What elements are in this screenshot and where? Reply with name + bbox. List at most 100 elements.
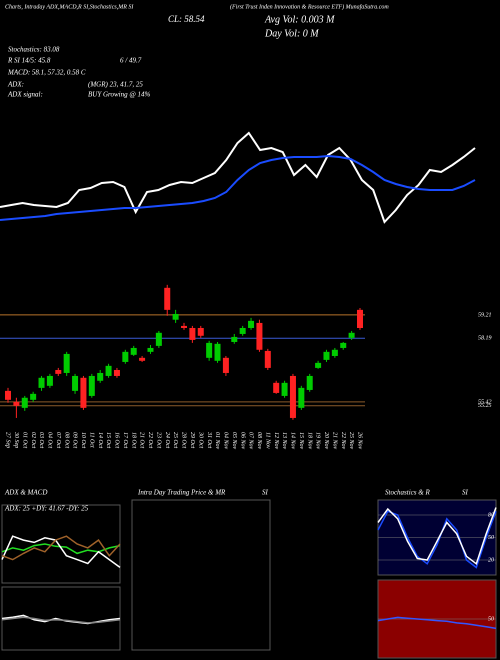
x-tick-label: 26 Nov	[357, 432, 363, 450]
x-tick-label: 28 Oct	[181, 432, 187, 448]
candle-body	[281, 382, 288, 396]
series-line	[377, 616, 497, 630]
series-line	[1, 535, 121, 561]
x-tick-label: 18 Oct	[130, 432, 136, 448]
y-tick-label: 50	[488, 616, 494, 622]
x-tick-label: 20 Nov	[323, 432, 329, 450]
x-tick-label: 07 Oct	[55, 432, 61, 448]
x-tick-label: 14 Oct	[97, 432, 104, 448]
candle-body	[88, 375, 95, 396]
panel-title: SI	[262, 489, 269, 497]
header-text: Stochastics: 83.08	[8, 46, 60, 54]
candle-body	[113, 369, 120, 376]
x-tick-label: 11 Oct	[88, 432, 94, 448]
x-tick-label: 27 Sep	[5, 432, 11, 448]
panel	[131, 499, 271, 651]
x-tick-label: 25 Oct	[172, 432, 178, 448]
series-line	[0, 154, 476, 221]
candle-body	[130, 347, 137, 355]
header-text: MACD: 58.1, 57.32, 0.58 C	[7, 69, 86, 77]
candle-body	[197, 327, 204, 336]
header-text: (MGR) 23, 41.7, 25	[88, 81, 143, 89]
panel-title: Stochastics & R	[385, 489, 430, 497]
candle-body	[348, 332, 355, 338]
candle-body	[231, 336, 238, 342]
candle-body	[80, 377, 87, 408]
header-text: 6 / 49.7	[120, 57, 142, 65]
header-text: Day Vol: 0 M	[264, 28, 319, 39]
candle-body	[30, 393, 37, 400]
candle-body	[357, 309, 363, 328]
x-tick-label: 07 Nov	[248, 432, 254, 450]
x-tick-label: 15 Nov	[298, 432, 304, 450]
header-text: BUY Growing @ 14%	[88, 91, 151, 99]
x-tick-label: 13 Nov	[281, 432, 287, 450]
x-tick-label: 30 Oct	[197, 431, 203, 448]
x-tick-label: 24 Oct	[164, 432, 171, 448]
x-tick-label: 06 Nov	[239, 432, 245, 450]
candle-body	[139, 357, 146, 361]
x-tick-label: 01 Nov	[214, 432, 220, 450]
candle-body	[273, 382, 280, 393]
y-tick-label: 20	[488, 557, 494, 563]
x-tick-label: 11 Nov	[264, 432, 270, 449]
candle-body	[331, 349, 338, 356]
header-text: Charts, Intraday ADX,MACD,R SI,Stochasti…	[5, 4, 134, 10]
panel-title: SI	[462, 489, 469, 497]
candle-body	[248, 320, 255, 328]
x-tick-label: 23 Oct	[155, 432, 161, 448]
panel-subtitle: ADX: 25 +DY: 41.67 -DY: 25	[4, 505, 89, 513]
y-tick-label: 50	[488, 535, 494, 541]
candle-body	[13, 401, 20, 406]
x-tick-label: 22 Oct	[147, 432, 153, 448]
candle-body	[181, 325, 187, 328]
candle-body	[323, 351, 330, 360]
series-line	[377, 510, 497, 569]
header-text: ADX:	[7, 81, 24, 89]
candle-body	[289, 375, 296, 418]
candle-body	[256, 322, 263, 350]
x-tick-label: 05 Nov	[231, 432, 237, 450]
candle-body	[147, 347, 154, 352]
candle-body	[38, 377, 45, 388]
x-tick-label: 25 Nov	[348, 432, 354, 450]
candle-body	[63, 353, 70, 373]
series-line	[1, 535, 121, 569]
x-tick-label: 19 Nov	[315, 432, 321, 450]
series-line	[377, 507, 497, 566]
y-tick-label: 80	[488, 512, 494, 518]
level-label: 55.25	[478, 403, 492, 409]
header-text: R SI 14/5: 45.8	[7, 57, 51, 65]
candle-body	[340, 342, 347, 348]
series-line	[0, 131, 476, 224]
candle-body	[72, 375, 79, 391]
candle-body	[97, 372, 104, 381]
x-tick-label: 21 Oct	[139, 432, 145, 448]
x-tick-label: 29 Oct	[189, 432, 195, 448]
x-tick-label: 17 Oct	[122, 432, 128, 448]
panel	[1, 586, 121, 651]
x-tick-label: 18 Nov	[306, 432, 312, 450]
candle-body	[5, 390, 11, 400]
candle-body	[264, 350, 271, 368]
x-tick-label: 30 Sep	[13, 431, 19, 448]
panel	[1, 504, 121, 584]
header-text: CL: 58.54	[168, 14, 205, 24]
panel-title: Intra Day Trading Price & MR	[137, 489, 226, 497]
candle-body	[222, 357, 229, 373]
candle-body	[55, 369, 62, 374]
candle-body	[155, 332, 162, 346]
x-tick-label: 09 Oct	[72, 432, 78, 448]
series-line	[1, 616, 121, 624]
header-text: Avg Vol: 0.003 M	[264, 14, 335, 25]
x-tick-label: 15 Oct	[105, 432, 111, 448]
x-tick-label: 04 Nov	[223, 432, 230, 450]
candle-body	[239, 327, 246, 334]
x-tick-label: 21 Nov	[331, 432, 337, 450]
level-label: 58.19	[478, 336, 492, 342]
x-tick-label: 14 Nov	[290, 432, 297, 450]
x-tick-label: 01 Oct	[21, 432, 27, 448]
x-tick-label: 02 Oct	[30, 432, 36, 448]
candle-body	[172, 313, 179, 320]
level-label: 55.42	[478, 398, 492, 405]
